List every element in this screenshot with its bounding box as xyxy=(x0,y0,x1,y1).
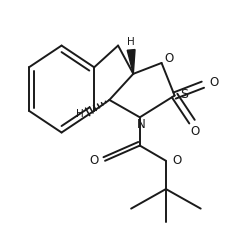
Text: O: O xyxy=(172,154,181,167)
Polygon shape xyxy=(127,50,135,74)
Text: N: N xyxy=(136,118,145,131)
Text: O: O xyxy=(165,52,174,65)
Text: O: O xyxy=(191,125,200,138)
Text: H: H xyxy=(127,37,135,47)
Text: H: H xyxy=(76,109,84,119)
Text: O: O xyxy=(90,154,99,167)
Text: S: S xyxy=(180,88,188,101)
Text: O: O xyxy=(209,76,218,89)
